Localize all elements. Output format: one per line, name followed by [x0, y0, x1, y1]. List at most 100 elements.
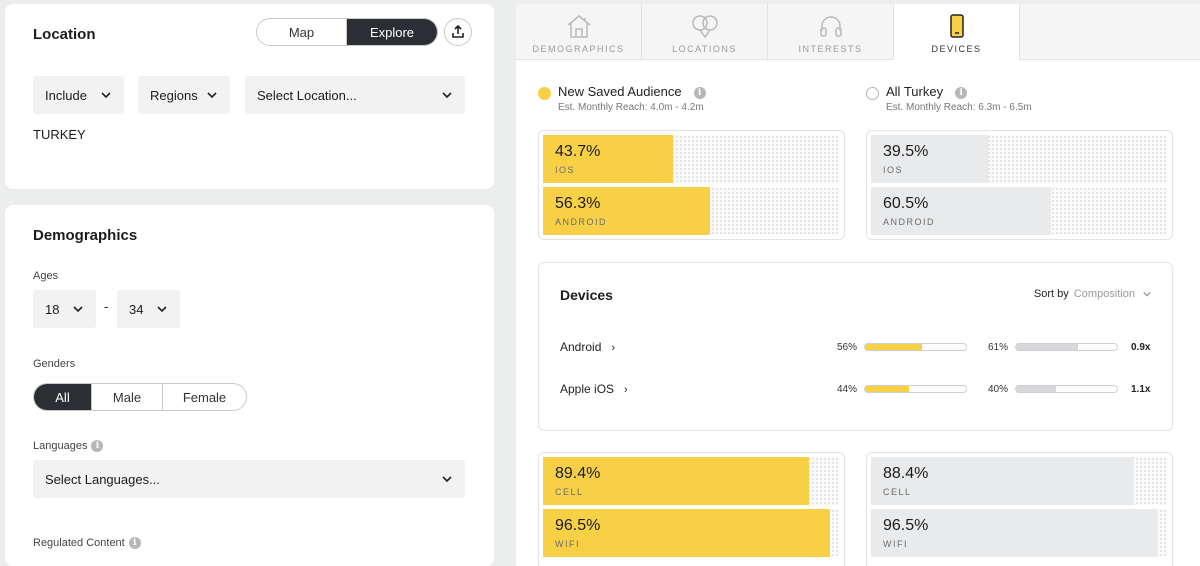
- chevron-down-icon: [442, 92, 452, 99]
- languages-label: Languages: [33, 440, 88, 452]
- tab-label: INTERESTS: [798, 44, 863, 54]
- conn-primary-wifi-row: 96.5% WIFI: [543, 509, 840, 557]
- tab-demographics[interactable]: DEMOGRAPHICS: [516, 4, 642, 60]
- sort-by-label: Sort by: [1033, 288, 1069, 300]
- regions-label: Regions: [150, 87, 198, 103]
- device-row-apple-ios[interactable]: Apple iOS ›: [560, 382, 628, 396]
- regions-dropdown[interactable]: Regions: [138, 76, 230, 114]
- house-icon: [567, 15, 590, 38]
- device-primary-pct: 44%: [836, 384, 857, 395]
- stat-fill: [543, 135, 673, 183]
- map-tab-button[interactable]: Map: [257, 19, 347, 45]
- upload-icon: [452, 25, 464, 38]
- chevron-down-icon: [73, 306, 83, 313]
- connectivity-primary-box: 89.4% CELL 96.5% WIFI: [538, 452, 845, 566]
- tab-label: DEMOGRAPHICS: [532, 44, 625, 54]
- audience-primary[interactable]: New Saved Audience i Est. Monthly Reach: …: [538, 84, 838, 116]
- stat-percent: 56.3%: [555, 195, 601, 212]
- stat-fill: [543, 187, 711, 235]
- devices-title: Devices: [560, 287, 613, 303]
- explore-tab-button[interactable]: Explore: [347, 19, 437, 45]
- gender-all-button[interactable]: All: [34, 384, 92, 410]
- devices-card: Devices Sort by Composition Android › 56%…: [538, 262, 1173, 431]
- ages-label: Ages: [33, 270, 59, 282]
- stat-fill: [871, 509, 1158, 557]
- stat-percent: 88.4%: [883, 465, 929, 482]
- age-dash: -: [104, 299, 109, 314]
- location-card: Location Map Explore Include Regions Sel…: [5, 4, 494, 189]
- map-pin-icon: [691, 15, 718, 39]
- info-icon[interactable]: i: [693, 86, 706, 99]
- device-primary-pct: 56%: [836, 342, 857, 353]
- info-icon[interactable]: i: [91, 440, 104, 453]
- radio-selected-icon[interactable]: [538, 87, 551, 100]
- stat-fill: [543, 509, 830, 557]
- os-secondary-box: 39.5% IOS 60.5% ANDROID: [866, 130, 1173, 240]
- stat-label: CELL: [883, 487, 912, 497]
- languages-dropdown[interactable]: Select Languages...: [33, 460, 465, 498]
- select-location-dropdown[interactable]: Select Location...: [245, 76, 465, 114]
- device-name: Apple iOS: [560, 382, 615, 396]
- stat-percent: 89.4%: [555, 465, 601, 482]
- stat-fill: [871, 457, 1134, 505]
- chevron-down-icon: [101, 92, 111, 99]
- stat-percent: 39.5%: [883, 143, 929, 160]
- chevron-down-icon: [207, 92, 217, 99]
- device-index: 1.1x: [1131, 384, 1151, 395]
- device-primary-bar: [864, 343, 967, 351]
- location-title: Location: [33, 26, 96, 43]
- connectivity-secondary-box: 88.4% CELL 96.5% WIFI: [866, 452, 1173, 566]
- age-min-value: 18: [45, 301, 60, 317]
- stat-label: WIFI: [883, 539, 908, 549]
- gender-female-button[interactable]: Female: [182, 389, 227, 405]
- device-name: Android: [560, 340, 602, 354]
- tab-devices[interactable]: DEVICES: [894, 4, 1020, 60]
- device-row-android[interactable]: Android ›: [560, 340, 615, 354]
- genders-label: Genders: [33, 358, 76, 370]
- chevron-right-icon: ›: [624, 384, 628, 396]
- tab-interests[interactable]: INTERESTS: [768, 4, 894, 60]
- age-min-dropdown[interactable]: 18: [33, 290, 96, 328]
- audience-secondary-name: All Turkey i: [886, 84, 968, 99]
- stat-label: CELL: [555, 487, 584, 497]
- stat-label: IOS: [883, 165, 904, 175]
- sort-value: Composition: [1073, 288, 1135, 300]
- tab-label: LOCATIONS: [672, 44, 737, 54]
- stat-label: ANDROID: [883, 217, 936, 227]
- languages-label-row: Languages i: [33, 440, 104, 453]
- age-max-dropdown[interactable]: 34: [117, 290, 180, 328]
- os-primary-ios-row: 43.7% IOS: [543, 135, 840, 183]
- stat-label: IOS: [555, 165, 576, 175]
- conn-secondary-cell-row: 88.4% CELL: [871, 457, 1168, 505]
- stat-label: ANDROID: [555, 217, 608, 227]
- regulated-content-row: Regulated Content i: [33, 537, 141, 550]
- include-label: Include: [45, 87, 87, 103]
- chevron-right-icon: ›: [611, 342, 616, 354]
- bar-fill: [865, 344, 922, 350]
- audience-secondary[interactable]: All Turkey i Est. Monthly Reach: 6.3m - 6…: [866, 84, 1166, 116]
- regulated-content-label: Regulated Content: [33, 537, 125, 549]
- info-icon[interactable]: i: [128, 537, 141, 550]
- share-button[interactable]: [444, 18, 472, 46]
- info-icon[interactable]: i: [955, 86, 968, 99]
- phone-icon: [949, 14, 964, 38]
- demographics-title: Demographics: [33, 227, 138, 244]
- bar-fill: [1016, 386, 1057, 392]
- tab-locations[interactable]: LOCATIONS: [642, 4, 768, 60]
- os-secondary-ios-row: 39.5% IOS: [871, 135, 1168, 183]
- age-max-value: 34: [129, 301, 144, 317]
- chevron-down-icon: [157, 306, 167, 313]
- stat-percent: 96.5%: [555, 517, 601, 534]
- stat-fill: [543, 457, 809, 505]
- gender-toggle: All Male Female: [33, 383, 247, 411]
- device-secondary-bar: [1015, 343, 1118, 351]
- radio-unselected-icon[interactable]: [866, 87, 879, 100]
- insights-tabs: DEMOGRAPHICS LOCATIONS INTERESTS DEVICES: [516, 4, 1200, 60]
- include-dropdown[interactable]: Include: [33, 76, 124, 114]
- map-explore-toggle: Map Explore: [256, 18, 438, 46]
- gender-male-button[interactable]: Male: [92, 384, 163, 410]
- tab-label: DEVICES: [931, 44, 982, 54]
- select-location-label: Select Location...: [257, 87, 357, 103]
- sort-by-control[interactable]: Sort by Composition: [1034, 288, 1152, 300]
- audience-primary-name: New Saved Audience i: [558, 84, 706, 99]
